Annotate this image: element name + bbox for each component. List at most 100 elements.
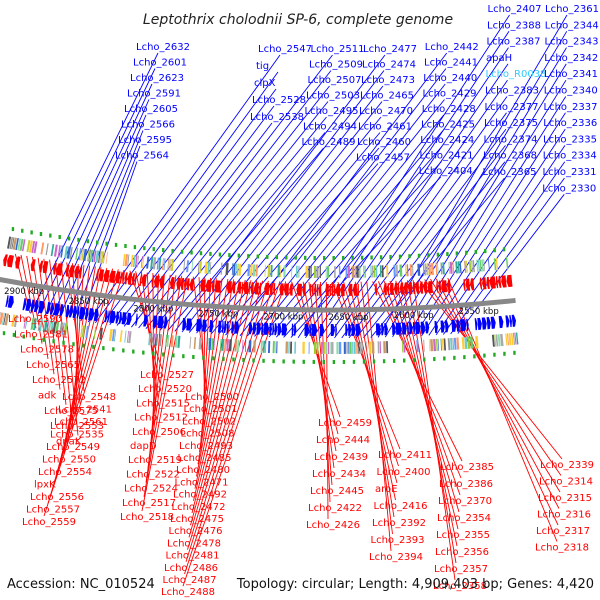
cog-band-segment bbox=[209, 261, 212, 274]
reverse-gene-arrow bbox=[180, 277, 185, 290]
tick-dot bbox=[67, 236, 71, 241]
tick-dot bbox=[403, 358, 406, 363]
cog-band-segment bbox=[151, 333, 154, 346]
cog-band-segment bbox=[500, 333, 504, 347]
reverse-gene-label: Lcho_2581 bbox=[14, 329, 68, 340]
reverse-gene-arrow bbox=[68, 265, 75, 278]
cog-band-segment bbox=[362, 341, 364, 354]
tick-dot bbox=[351, 255, 354, 260]
tick-dot bbox=[483, 353, 486, 358]
cog-band-segment bbox=[272, 341, 275, 354]
forward-gene-arrow bbox=[25, 298, 32, 312]
tick-dot bbox=[21, 228, 24, 233]
reverse-connector-line bbox=[55, 267, 108, 479]
tick-dot bbox=[417, 253, 421, 258]
scale-tick-label: 2650 kbp bbox=[329, 313, 369, 323]
reverse-gene-arrow bbox=[169, 276, 175, 290]
forward-gene-label: Lcho_2489 bbox=[302, 137, 356, 148]
tick-dot bbox=[192, 354, 195, 359]
tick-dot bbox=[282, 359, 285, 364]
cog-band-segment bbox=[235, 263, 238, 276]
reverse-gene-label: Lcho_2486 bbox=[164, 563, 218, 574]
tick-dot bbox=[32, 336, 35, 341]
forward-gene-label: Lcho_2507 bbox=[308, 75, 362, 86]
cog-band-segment bbox=[39, 319, 43, 332]
forward-gene-label: Lcho_2547 bbox=[258, 44, 312, 55]
cog-band-segment bbox=[64, 246, 69, 259]
reverse-gene-arrow bbox=[397, 282, 400, 295]
tick-dot bbox=[322, 359, 326, 364]
forward-gene-label: Lcho_2388 bbox=[487, 20, 541, 31]
cog-band-segment bbox=[242, 339, 244, 352]
cog-band-segment bbox=[305, 265, 309, 278]
reverse-gene-arrow bbox=[399, 282, 404, 295]
cog-band-segment bbox=[57, 245, 61, 258]
forward-connector-line bbox=[384, 31, 568, 338]
cog-band-segment bbox=[80, 248, 83, 261]
forward-gene-arrow bbox=[234, 321, 240, 334]
tick-dot bbox=[322, 255, 326, 260]
reverse-gene-arrow bbox=[205, 279, 212, 293]
reverse-gene-arrow bbox=[446, 279, 451, 293]
forward-gene-label: Lcho_2494 bbox=[303, 122, 357, 133]
reverse-gene-label: Lcho_2518 bbox=[120, 512, 174, 523]
reverse-gene-label: Lcho_2314 bbox=[539, 477, 593, 488]
tick-dot bbox=[202, 355, 205, 360]
tick-dot bbox=[493, 248, 496, 253]
reverse-gene-label: adk bbox=[38, 391, 56, 402]
cog-band-segment bbox=[401, 340, 404, 353]
tick-dot bbox=[122, 348, 125, 353]
accession-text: Accession: NC_010524 bbox=[7, 577, 155, 592]
reverse-connector-line bbox=[348, 281, 396, 501]
forward-gene-label: Lcho_2424 bbox=[420, 135, 474, 146]
forward-connector-line bbox=[196, 101, 383, 334]
cog-band-segment bbox=[207, 261, 211, 274]
forward-gene-arrow bbox=[201, 319, 207, 332]
cog-band-segment bbox=[61, 322, 65, 335]
cog-band-segment bbox=[81, 325, 86, 338]
reverse-gene-label: Lcho_2492 bbox=[173, 490, 227, 501]
cog-band-segment bbox=[19, 238, 24, 251]
forward-gene-label: Lcho_2421 bbox=[420, 151, 474, 162]
reverse-connector-line bbox=[196, 279, 235, 477]
cog-band-segment bbox=[465, 260, 468, 273]
forward-gene-label: Lcho_2335 bbox=[543, 134, 597, 145]
tick-dot bbox=[52, 339, 55, 344]
forward-gene-arrow bbox=[53, 303, 61, 316]
reverse-connector-line bbox=[145, 275, 177, 483]
forward-gene-arrow bbox=[355, 323, 361, 336]
forward-connector-line bbox=[413, 96, 567, 337]
reverse-gene-arrow bbox=[115, 271, 121, 284]
forward-gene-arrow bbox=[186, 318, 193, 331]
tick-dot bbox=[292, 359, 295, 364]
cog-band-segment bbox=[428, 263, 432, 276]
reverse-gene-label: Lcho_2501 bbox=[184, 404, 238, 415]
reverse-gene-arrow bbox=[498, 275, 502, 288]
reverse-gene-arrow bbox=[264, 282, 270, 295]
reverse-gene-label: Lcho_2549 bbox=[46, 442, 100, 453]
cog-band-segment bbox=[48, 320, 52, 333]
cog-band-segment bbox=[4, 313, 9, 326]
reverse-gene-arrow bbox=[151, 275, 155, 288]
reverse-gene-arrow bbox=[340, 283, 345, 296]
cog-band-segment bbox=[270, 265, 273, 278]
reverse-connector-line bbox=[20, 254, 37, 329]
reverse-gene-arrow bbox=[96, 268, 100, 281]
cog-band-segment bbox=[483, 259, 486, 272]
cog-band-segment bbox=[456, 337, 460, 350]
reverse-gene-arrow bbox=[39, 260, 44, 273]
scale-tick-label: 2850 kbp bbox=[69, 297, 109, 307]
forward-gene-arrow bbox=[293, 323, 297, 336]
cog-band-segment bbox=[63, 322, 68, 336]
cog-band-segment bbox=[297, 265, 299, 278]
tick-dot bbox=[285, 255, 288, 260]
forward-gene-label: Lcho_2509 bbox=[309, 60, 363, 71]
forward-connector-line bbox=[268, 130, 444, 338]
tick-dot bbox=[42, 337, 45, 342]
summary-text: Topology: circular; Length: 4,909,403 bp… bbox=[236, 577, 594, 592]
reverse-connector-line bbox=[146, 272, 157, 412]
cog-band-segment bbox=[231, 263, 234, 276]
cog-band-segment bbox=[476, 259, 479, 272]
cog-band-segment bbox=[461, 337, 465, 350]
